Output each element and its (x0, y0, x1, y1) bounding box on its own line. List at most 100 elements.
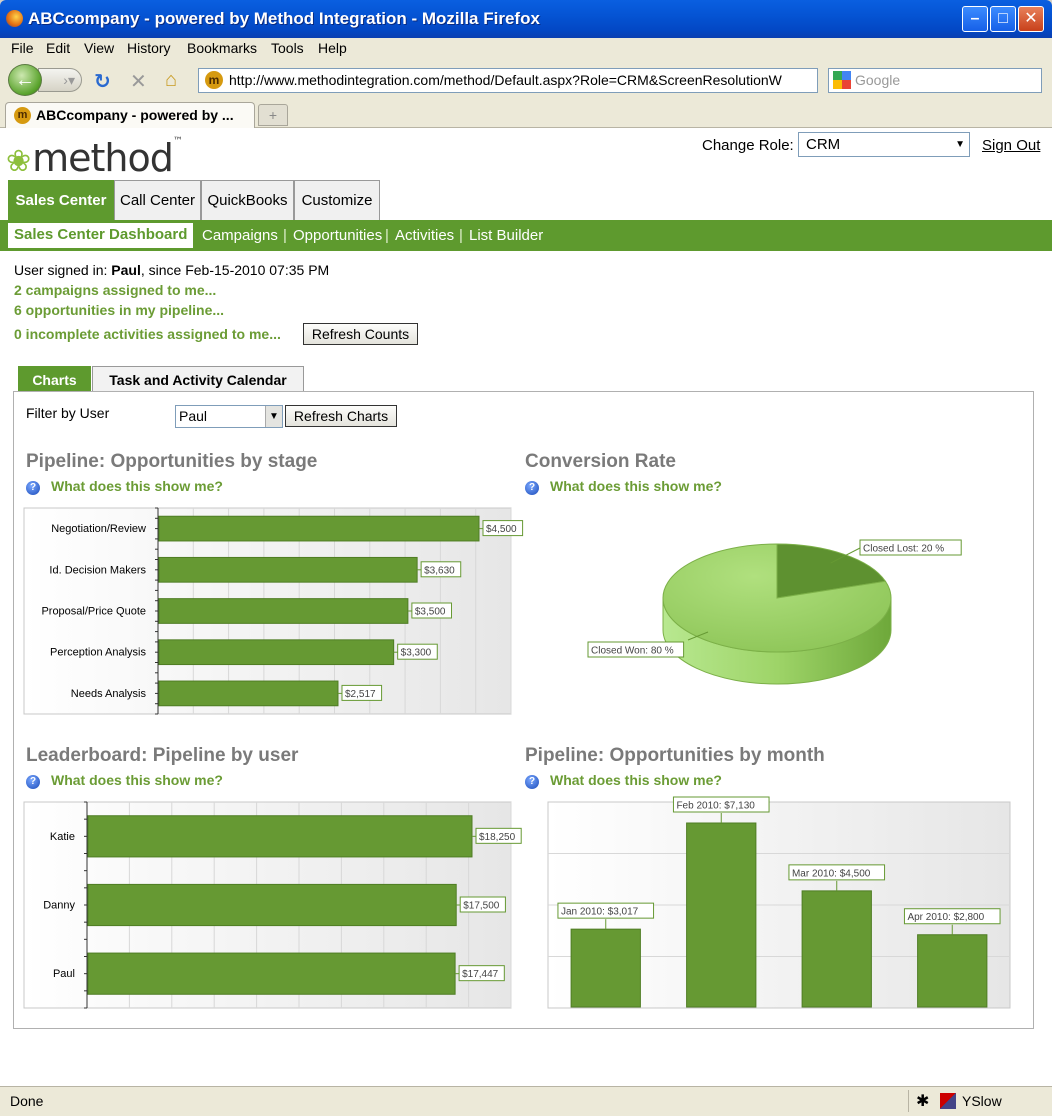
tab-quickbooks[interactable]: QuickBooks (201, 180, 294, 220)
forward-button[interactable]: ›▾ (38, 68, 82, 92)
help-link-pipeline-month[interactable]: ? What does this show me? (525, 772, 722, 789)
site-favicon: m (205, 71, 223, 89)
reload-icon[interactable]: ↻ (94, 71, 111, 93)
bar (158, 556, 418, 583)
subnav-campaigns[interactable]: Campaigns (202, 227, 278, 244)
pie-slice (776, 543, 887, 599)
tab-charts[interactable]: Charts (18, 366, 91, 392)
bar (158, 515, 480, 542)
method-logo: ❀method™ (6, 136, 183, 180)
pie-label-box (859, 539, 962, 556)
data-label: Jan 2010: $3,017 (561, 907, 639, 918)
activities-count-link[interactable]: 0 incomplete activities assigned to me..… (14, 326, 281, 342)
url-bar[interactable]: m http://www.methodintegration.com/method… (198, 68, 818, 93)
maximize-button[interactable]: □ (990, 6, 1016, 32)
bar (801, 890, 872, 1008)
subnav-list-builder[interactable]: List Builder (469, 227, 544, 244)
chart-title-leaderboard: Leaderboard: Pipeline by user (26, 745, 299, 766)
user-filter-select[interactable]: Paul ▼ (175, 405, 283, 428)
category-label: Proposal/Price Quote (41, 606, 146, 618)
bar (570, 928, 641, 1008)
tab-sales-center[interactable]: Sales Center (8, 180, 114, 220)
campaigns-count-link[interactable]: 2 campaigns assigned to me... (14, 282, 217, 298)
pie-label: Closed Lost: 20 % (863, 544, 944, 555)
back-button[interactable]: ← (8, 64, 42, 96)
help-link-conversion-rate[interactable]: ? What does this show me? (525, 478, 722, 495)
menu-tools[interactable]: Tools (271, 40, 304, 56)
category-label: Katie (50, 831, 75, 843)
subnav-activities[interactable]: Activities (395, 227, 455, 244)
window-title: ABCcompany - powered by Method Integrati… (28, 9, 540, 28)
subnav-opportunities[interactable]: Opportunities (293, 227, 383, 244)
tab-customize[interactable]: Customize (294, 180, 380, 220)
charts-panel (13, 391, 1034, 1029)
help-link-pipeline-stage[interactable]: ? What does this show me? (26, 478, 223, 495)
close-button[interactable]: ✕ (1018, 6, 1044, 32)
chevron-down-icon: ▼ (955, 139, 965, 150)
data-label-box (903, 908, 1001, 925)
opportunities-count-link[interactable]: 6 opportunities in my pipeline... (14, 302, 225, 318)
role-value: CRM (806, 136, 841, 153)
stop-icon[interactable]: ✕ (130, 71, 147, 93)
category-label: Paul (53, 968, 75, 980)
data-label: $4,500 (486, 524, 517, 535)
refresh-charts-button[interactable]: Refresh Charts (285, 405, 397, 427)
home-icon[interactable]: ⌂ (165, 69, 178, 91)
pie-slice (662, 543, 892, 653)
browser-tab-strip: m ABCcompany - powered by ... + (0, 100, 1052, 128)
sign-out-link[interactable]: Sign Out (982, 137, 1041, 154)
category-label: Id. Decision Makers (49, 564, 146, 576)
bar (158, 639, 395, 666)
leaf-icon: ❀ (6, 144, 31, 179)
firebug-icon[interactable]: ✱ (916, 1093, 930, 1110)
data-label-box (459, 896, 506, 913)
bar (917, 934, 988, 1008)
category-label: Needs Analysis (71, 688, 147, 700)
data-label: $18,250 (479, 832, 516, 843)
navigation-toolbar: ›▾ ← ↻ ✕ ⌂ m http://www.methodintegration… (0, 60, 1052, 100)
label-leader (830, 547, 861, 564)
category-label: Danny (43, 900, 75, 912)
menu-bar: File Edit View History Bookmarks Tools H… (0, 38, 1052, 60)
menu-view[interactable]: View (84, 40, 115, 56)
data-label-box (420, 561, 462, 578)
subnav-separator: | (385, 227, 389, 244)
yslow-label[interactable]: YSlow (962, 1093, 1002, 1109)
subnav-separator: | (283, 227, 287, 244)
tab-call-center[interactable]: Call Center (114, 180, 201, 220)
subnav-sales-center-dashboard[interactable]: Sales Center Dashboard (8, 223, 194, 248)
minimize-button[interactable]: – (962, 6, 988, 32)
chart-pipeline-by-month: Jan 2010: $3,017 Feb 2010: $7,130 Mar 2010… (547, 796, 1011, 1009)
chart-pipeline-by-user: Katie $18,250 Danny $17,500 Paul $17,447 (23, 801, 522, 1009)
data-label-box (458, 965, 505, 982)
browser-tab-label: ABCcompany - powered by ... (36, 107, 234, 123)
menu-edit[interactable]: Edit (46, 40, 71, 56)
data-label: $2,517 (345, 689, 376, 700)
menu-help[interactable]: Help (318, 40, 347, 56)
help-link-leaderboard[interactable]: ? What does this show me? (26, 772, 223, 789)
browser-tab[interactable]: m ABCcompany - powered by ... (5, 102, 255, 128)
menu-file[interactable]: File (11, 40, 34, 56)
help-icon: ? (26, 481, 40, 495)
bar (686, 822, 757, 1008)
data-label-box (397, 643, 438, 660)
help-icon: ? (525, 481, 539, 495)
data-label: Feb 2010: $7,130 (676, 801, 755, 812)
yslow-icon[interactable] (940, 1093, 956, 1109)
data-label: $3,630 (424, 565, 455, 576)
category-label: Negotiation/Review (51, 523, 146, 535)
chart-title-pipeline-stage: Pipeline: Opportunities by stage (26, 451, 318, 472)
chevron-down-icon: ▼ (265, 406, 282, 427)
sub-navigation: Sales Center Dashboard Campaigns | Oppor… (0, 220, 1052, 251)
tab-favicon: m (14, 107, 31, 124)
user-filter-value: Paul (179, 408, 208, 424)
menu-bookmarks[interactable]: Bookmarks (187, 40, 258, 56)
role-select[interactable]: CRM ▼ (798, 132, 970, 157)
refresh-counts-button[interactable]: Refresh Counts (303, 323, 418, 345)
search-placeholder: Google (855, 72, 901, 88)
menu-history[interactable]: History (127, 40, 171, 56)
signed-in-user: Paul (111, 262, 141, 278)
search-input[interactable]: Google (828, 68, 1042, 93)
tab-task-activity-calendar[interactable]: Task and Activity Calendar (92, 366, 304, 392)
new-tab-button[interactable]: + (258, 104, 288, 126)
